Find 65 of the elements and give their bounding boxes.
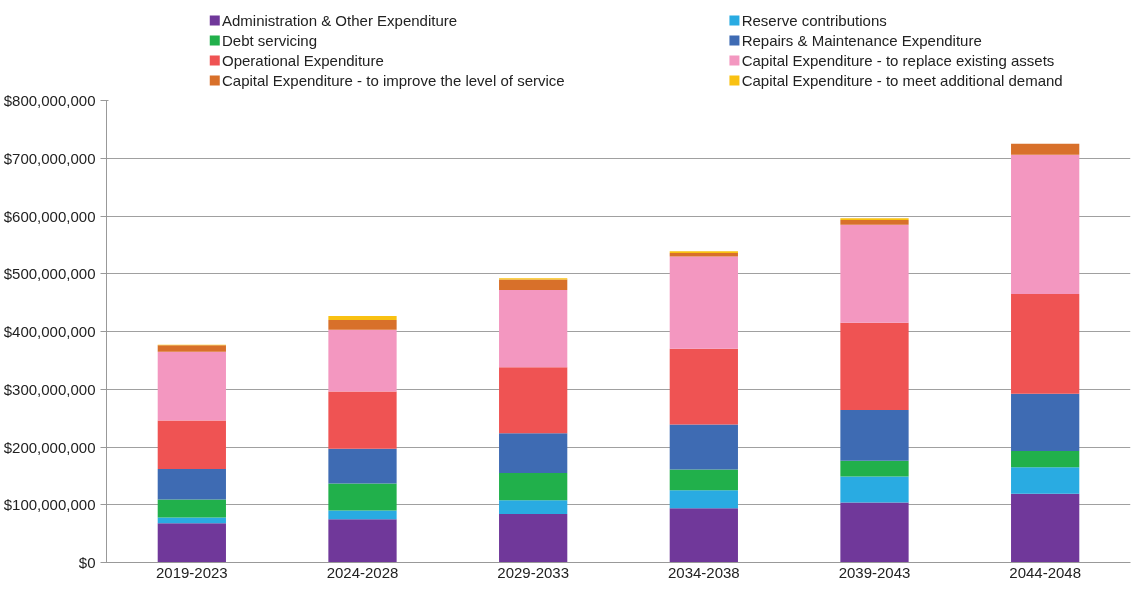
y-tick-label: $500,000,000 [3,265,96,283]
bar [157,351,226,421]
bar [499,433,568,473]
bar [1011,467,1080,494]
bar [1011,393,1080,452]
x-tick-label: 2034-2038 [667,563,740,581]
bar [669,508,738,563]
bar [157,345,226,352]
bar [328,510,397,520]
bar [840,460,909,477]
bar [157,517,226,524]
bar [1011,293,1080,394]
y-tick-label: $0 [78,554,96,571]
bar [1011,143,1080,155]
bar [328,519,397,563]
bar [840,220,909,225]
bar [328,448,397,484]
legend-label: Capital Expenditure - to replace existing assets [741,52,1055,69]
bar [840,322,909,411]
y-tick-label: $600,000,000 [3,207,96,225]
y-tick-label: $300,000,000 [3,380,96,398]
bar [499,279,568,290]
bar [499,513,568,563]
y-tick-label: $200,000,000 [3,438,96,456]
x-tick-label: 2024-2028 [326,563,399,581]
legend-label: Operational Expenditure [221,52,384,69]
legend-label: Capital Expenditure - to improve the level of service [221,72,565,89]
bar [1011,493,1080,563]
bar [840,476,909,503]
bar [499,289,568,368]
bar [328,319,397,330]
bar [328,483,397,511]
bar [840,502,909,563]
bar [669,424,738,470]
bar [499,500,568,514]
bar [157,420,226,469]
x-tick-label: 2029-2033 [497,563,570,581]
bar [328,315,397,320]
bar [840,410,909,461]
x-tick-label: 2039-2043 [838,563,911,581]
bar [669,256,738,349]
bar [840,224,909,323]
bar [328,391,397,449]
bar [499,367,568,434]
bar [669,469,738,491]
y-tick-label: $100,000,000 [3,496,96,514]
legend-label: Reserve contributions [741,12,887,29]
y-tick-label: $400,000,000 [3,323,96,340]
bar [669,348,738,425]
legend-label: Repairs & Maintenance Expenditure [741,32,982,49]
bar [157,468,226,500]
bar [157,523,226,563]
legend-label: Capital Expenditure - to meet additional demand [741,72,1063,89]
y-tick-label: $800,000,000 [3,92,96,109]
legend-label: Debt servicing [221,32,318,49]
bar [499,472,568,501]
bar [1011,154,1080,294]
x-tick-label: 2044-2048 [1009,563,1082,581]
bar [1011,451,1080,468]
x-tick-label: 2019-2023 [155,563,228,581]
bar [328,329,397,392]
bar [157,499,226,518]
legend-label: Administration & Other Expenditure [221,12,458,29]
y-tick-label: $700,000,000 [3,149,96,167]
bar [669,490,738,509]
